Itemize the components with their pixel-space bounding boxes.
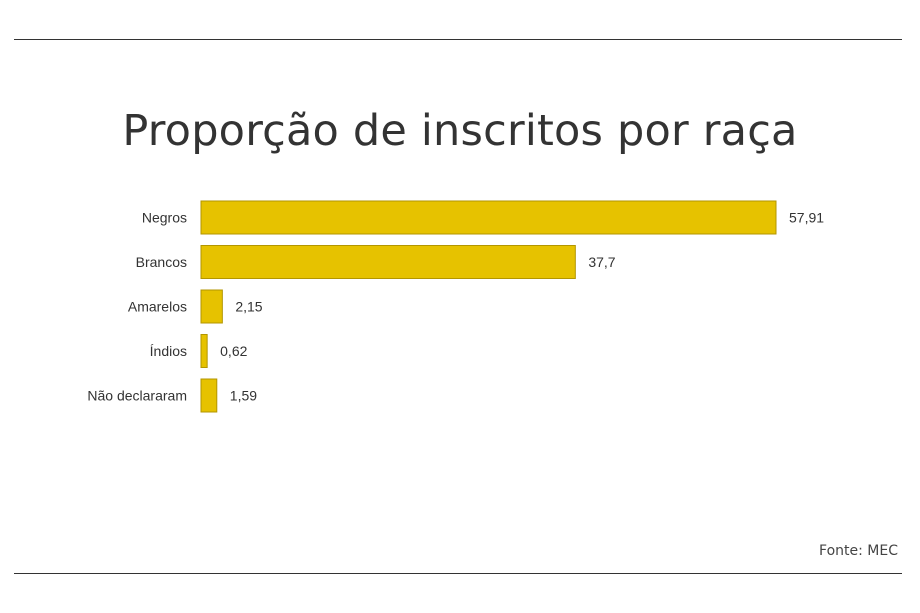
- category-label-indios: Índios: [150, 343, 187, 359]
- source-note: Fonte: MEC: [819, 543, 898, 559]
- bar-chart: Negros 57,91 Brancos 37,7 Amarelos 2,15 Índios…: [87, 200, 824, 413]
- category-label-nao-declararam: Não declararam: [87, 388, 187, 404]
- top-divider: [14, 39, 902, 40]
- bar-brancos: [200, 245, 576, 279]
- category-label-negros: Negros: [142, 210, 187, 226]
- bar-nao-declararam: [200, 378, 218, 413]
- value-label-negros: 57,91: [789, 210, 824, 226]
- bar-indios: [200, 334, 208, 368]
- chart-title: Proporção de inscritos por raça: [122, 106, 798, 156]
- bar-amarelos: [200, 289, 223, 324]
- value-label-nao-declararam: 1,59: [230, 388, 257, 404]
- value-label-brancos: 37,7: [588, 254, 615, 270]
- category-label-amarelos: Amarelos: [128, 299, 187, 315]
- value-label-indios: 0,62: [220, 343, 247, 359]
- value-label-amarelos: 2,15: [235, 299, 262, 315]
- bar-negros: [200, 200, 777, 235]
- bottom-divider: [14, 573, 902, 574]
- category-label-brancos: Brancos: [136, 254, 187, 270]
